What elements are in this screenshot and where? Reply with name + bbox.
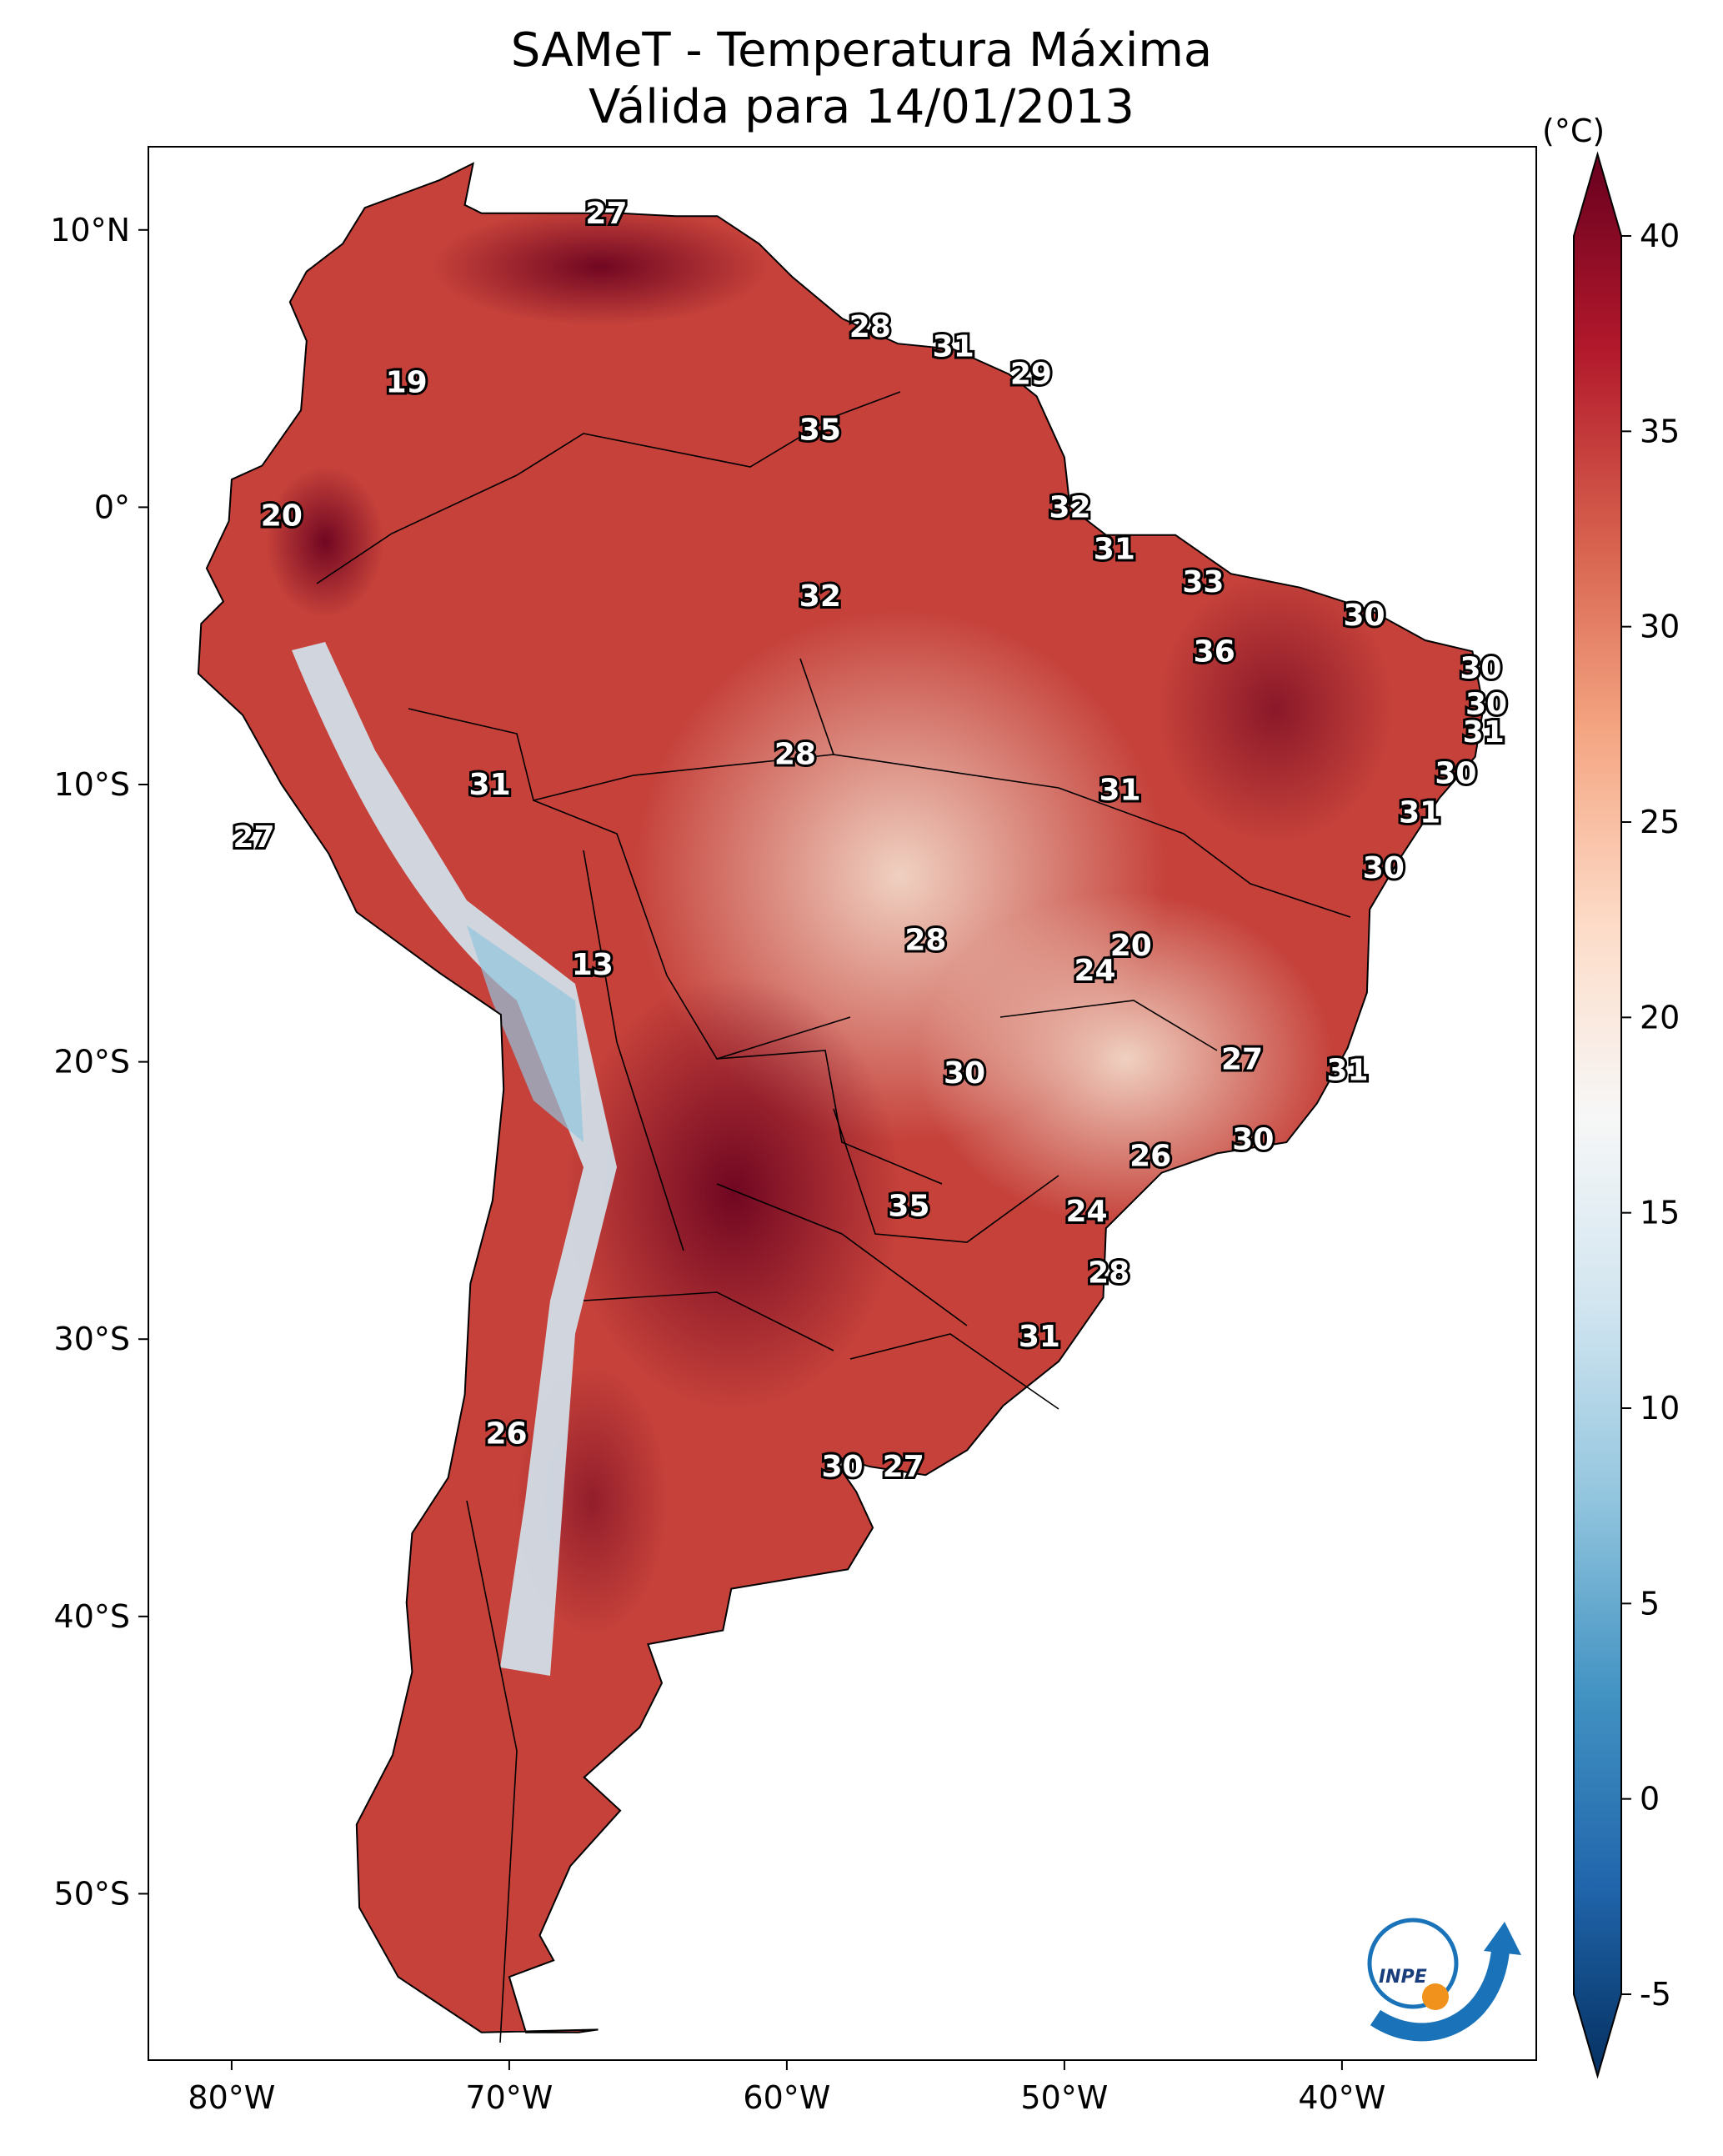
temperature-value-label: 35 bbox=[888, 1190, 929, 1224]
temperature-value-label: 20 bbox=[261, 499, 303, 533]
temperature-value-label: 20 bbox=[1110, 929, 1152, 963]
temperature-value-label: 31 bbox=[1399, 795, 1440, 830]
colorbar-tick-label: 40 bbox=[1640, 218, 1680, 254]
lon-tick-label: 70°W bbox=[465, 2079, 553, 2116]
temperature-value-label: 31 bbox=[933, 329, 974, 364]
temperature-value-label: 28 bbox=[1088, 1256, 1129, 1290]
temperature-value-label: 31 bbox=[469, 768, 511, 802]
temperature-value-label: 27 bbox=[585, 197, 627, 231]
lon-tick-label: 50°W bbox=[1020, 2079, 1108, 2116]
colorbar-unit: (°C) bbox=[1542, 113, 1605, 149]
colorbar-tick-label: -5 bbox=[1640, 1976, 1671, 2013]
temperature-value-label: 28 bbox=[904, 923, 946, 957]
temperature-value-label: 36 bbox=[1194, 634, 1235, 669]
lat-tick-label: 50°S bbox=[54, 1875, 130, 1912]
lat-tick-label: 20°S bbox=[54, 1044, 130, 1081]
lon-tick-label: 80°W bbox=[188, 2079, 275, 2116]
temperature-value-label: 31 bbox=[1094, 532, 1135, 566]
lat-tick-label: 10°N bbox=[50, 212, 130, 248]
colorbar-tick-label: 10 bbox=[1640, 1390, 1680, 1426]
latitude-axis: 10°N 0° 10°S 20°S 30°S 40°S 50°S bbox=[50, 212, 148, 1912]
temperature-value-label: 30 bbox=[821, 1450, 863, 1484]
map-title: SAMeT - Temperatura Máxima bbox=[510, 23, 1213, 78]
lat-tick-label: 40°S bbox=[54, 1598, 130, 1635]
temperature-value-label: 32 bbox=[1049, 490, 1091, 524]
temperature-value-label: 27 bbox=[1221, 1042, 1263, 1076]
logo-text: INPE bbox=[1379, 1967, 1427, 1988]
colorbar-ticks: 40 35 30 25 20 15 10 5 0 -5 bbox=[1621, 218, 1680, 2013]
colorbar-tick-label: 0 bbox=[1640, 1781, 1660, 1818]
lon-tick-label: 60°W bbox=[743, 2079, 830, 2116]
colorbar: 40 35 30 25 20 15 10 5 0 -5 (°C) bbox=[1542, 113, 1680, 2079]
temperature-value-label: 28 bbox=[774, 737, 816, 771]
continent-temperature-field bbox=[198, 163, 1484, 2033]
temperature-value-label: 27 bbox=[883, 1450, 924, 1484]
temperature-value-label: 24 bbox=[1074, 954, 1115, 988]
temperature-value-label: 30 bbox=[1460, 651, 1501, 685]
temperature-value-label: 28 bbox=[849, 310, 891, 344]
inpe-logo: INPE bbox=[1367, 1918, 1521, 2042]
temperature-value-label: 33 bbox=[1182, 565, 1224, 599]
temperature-value-label: 30 bbox=[1232, 1123, 1274, 1157]
lon-tick-label: 40°W bbox=[1298, 2079, 1385, 2116]
temperature-value-label: 31 bbox=[1019, 1320, 1060, 1354]
colorbar-tick-label: 30 bbox=[1640, 609, 1680, 645]
temperature-value-label: 30 bbox=[1363, 851, 1405, 885]
logo-arrow-icon bbox=[1370, 1949, 1510, 2042]
logo-sun-icon bbox=[1422, 1983, 1449, 2010]
temperature-value-label: 35 bbox=[799, 413, 841, 447]
longitude-axis: 80°W 70°W 60°W 50°W 40°W bbox=[188, 2060, 1385, 2116]
temperature-value-label: 31 bbox=[1463, 715, 1505, 750]
map-subtitle: Válida para 14/01/2013 bbox=[589, 80, 1134, 134]
temperature-value-label: 19 bbox=[386, 366, 428, 400]
temperature-value-label: 24 bbox=[1065, 1195, 1107, 1229]
colorbar-scale bbox=[1573, 151, 1622, 2079]
lat-tick-label: 30°S bbox=[54, 1321, 130, 1357]
temperature-value-label: 31 bbox=[1327, 1054, 1369, 1088]
temperature-value-label: 32 bbox=[799, 579, 841, 614]
temperature-value-label: 30 bbox=[1343, 599, 1385, 633]
temperature-value-label: 31 bbox=[1099, 774, 1140, 808]
colorbar-tick-label: 25 bbox=[1640, 804, 1680, 840]
colorbar-tick-label: 15 bbox=[1640, 1195, 1680, 1231]
temperature-value-label: 29 bbox=[1010, 358, 1052, 392]
temperature-value-label: 30 bbox=[944, 1056, 985, 1091]
country-borders bbox=[316, 391, 1351, 2043]
colorbar-tick-label: 20 bbox=[1640, 999, 1680, 1035]
temperature-value-label: 30 bbox=[1465, 688, 1507, 722]
temperature-value-label: 13 bbox=[572, 948, 614, 982]
colorbar-tick-label: 35 bbox=[1640, 413, 1680, 449]
lat-tick-label: 0° bbox=[94, 489, 130, 525]
temperature-value-label: 27 bbox=[233, 820, 274, 855]
lat-tick-label: 10°S bbox=[54, 766, 130, 803]
temperature-value-label: 30 bbox=[1435, 757, 1476, 791]
temperature-value-label: 26 bbox=[486, 1416, 528, 1451]
coastline bbox=[197, 162, 1485, 2033]
temperature-value-label: 26 bbox=[1129, 1140, 1171, 1174]
colorbar-tick-label: 5 bbox=[1640, 1585, 1660, 1622]
